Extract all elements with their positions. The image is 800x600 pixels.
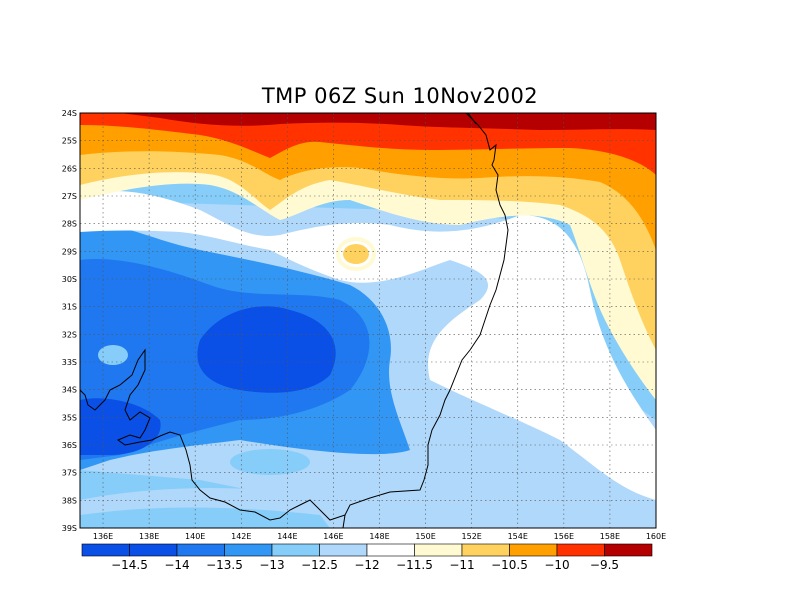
longitude-label: 156E: [554, 532, 574, 541]
contour-fields: [80, 113, 656, 528]
colorbar-label: −12: [354, 558, 379, 572]
colorbar-swatch: [81, 543, 130, 557]
coastline-east: [342, 112, 509, 529]
contour-band: [98, 345, 128, 365]
coastline-north: [467, 112, 477, 125]
colorbar-label: −10: [544, 558, 569, 572]
longitude-label: 146E: [323, 532, 343, 541]
colorbar-swatch: [129, 543, 178, 557]
colorbar-label: −14.5: [111, 558, 148, 572]
colorbar-label: −11.5: [396, 558, 433, 572]
latitude-label: 39S: [62, 524, 77, 533]
longitude-label: 148E: [369, 532, 389, 541]
longitude-label: 152E: [462, 532, 482, 541]
map-frame: [79, 112, 657, 529]
longitude-label: 154E: [508, 532, 528, 541]
latitude-label: 26S: [62, 164, 77, 173]
contour-band: [80, 190, 656, 501]
colorbar-swatch: [271, 543, 320, 557]
contour-band: [336, 237, 376, 271]
colorbar-swatch: [224, 543, 273, 557]
colorbar-label: −14: [164, 558, 189, 572]
latitude-labels: 24S 25S 26S 27S 28S 29S 30S 31S 32S 33S 34S 35S 36S 3…: [62, 109, 77, 533]
colorbar-label: −9.5: [590, 558, 619, 572]
longitude-label: 144E: [277, 532, 297, 541]
latitude-label: 31S: [62, 303, 77, 312]
colorbar-label: −13: [259, 558, 284, 572]
contour-band: [197, 306, 336, 393]
colorbar-swatch: [509, 543, 558, 557]
contour-band: [80, 150, 656, 400]
latitude-label: 29S: [62, 247, 77, 256]
latitude-label: 35S: [62, 413, 77, 422]
longitude-labels: 136E 138E 140E 142E 144E 146E 148E 150E 152E 154E…: [93, 532, 666, 541]
latitude-label: 32S: [62, 330, 77, 339]
colorbar-swatch: [366, 543, 415, 557]
latitude-label: 30S: [62, 275, 77, 284]
contour-band: [230, 449, 310, 475]
colorbar-swatch: [176, 543, 225, 557]
latitude-label: 37S: [62, 469, 77, 478]
latitude-label: 36S: [62, 441, 77, 450]
grid-lines: [80, 113, 656, 528]
contour-band: [80, 507, 330, 528]
contour-band: [120, 113, 656, 130]
colorbar-swatch: [461, 543, 510, 557]
longitude-label: 160E: [646, 532, 666, 541]
longitude-label: 138E: [139, 532, 159, 541]
longitude-label: 136E: [93, 532, 113, 541]
colorbar-swatch: [556, 543, 605, 557]
contour-band: [343, 244, 369, 264]
longitude-label: 150E: [415, 532, 435, 541]
colorbar-label: −11: [449, 558, 474, 572]
colorbar-label: −12.5: [301, 558, 338, 572]
latitude-label: 24S: [62, 109, 77, 118]
latitude-label: 33S: [62, 358, 77, 367]
latitude-label: 34S: [62, 386, 77, 395]
colorbar-swatch: [414, 543, 463, 557]
map-title: TMP 06Z Sun 10Nov2002: [261, 84, 539, 108]
coastline-south: [79, 348, 346, 521]
latitude-label: 28S: [62, 220, 77, 229]
longitude-label: 142E: [231, 532, 251, 541]
colorbar: −14.5 −14 −13.5 −13 −12.5 −12 −11.5 −11 −10.5 −10…: [81, 543, 653, 572]
longitude-label: 140E: [185, 532, 205, 541]
latitude-label: 38S: [62, 496, 77, 505]
longitude-label: 158E: [600, 532, 620, 541]
latitude-label: 27S: [62, 192, 77, 201]
colorbar-label: −10.5: [491, 558, 528, 572]
colorbar-swatch: [319, 543, 368, 557]
colorbar-label: −13.5: [206, 558, 243, 572]
colorbar-swatch: [604, 543, 653, 557]
latitude-label: 25S: [62, 137, 77, 146]
